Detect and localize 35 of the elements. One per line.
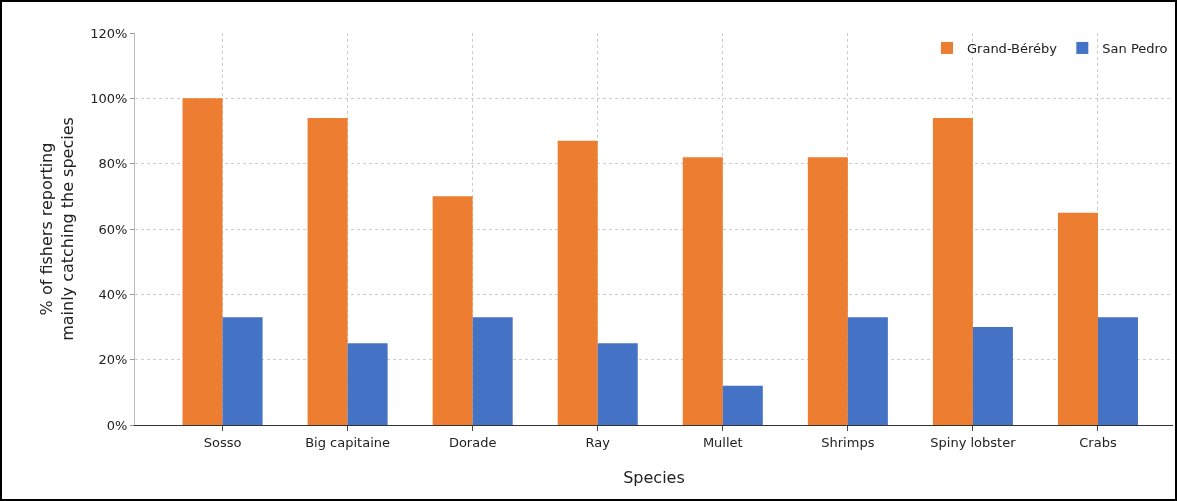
bar (972, 327, 1013, 425)
x-tick-label: Sosso (203, 434, 242, 450)
x-tick-label: Mullet (702, 434, 743, 450)
bar (182, 98, 223, 425)
x-tick-label: Big capitaine (305, 434, 391, 450)
bar (682, 157, 723, 425)
bar (307, 117, 348, 425)
bar (1097, 317, 1138, 425)
y-tick-label: 20% (98, 352, 128, 368)
y-tick-label: 0% (106, 417, 128, 433)
y-tick-label: 80% (98, 156, 128, 172)
x-tick-label: Dorade (448, 434, 497, 450)
bar (722, 385, 763, 425)
bar (597, 343, 638, 425)
bar (222, 317, 263, 425)
bar (1057, 212, 1098, 425)
bar (347, 343, 388, 425)
bar (557, 140, 598, 425)
x-tick-label: Spiny lobster (930, 434, 1017, 450)
y-tick-label: 100% (90, 90, 128, 106)
bar (847, 317, 888, 425)
y-axis-title: % of fishers reporting mainly catching the species (37, 117, 78, 341)
x-tick-label: Shrimps (821, 434, 875, 450)
legend-label: San Pedro (1102, 41, 1168, 57)
y-tick-label: 40% (98, 286, 128, 302)
x-tick-label: Crabs (1079, 434, 1117, 450)
x-tick-label: Ray (585, 434, 611, 450)
bar (932, 117, 973, 425)
x-axis-title: Species (623, 468, 685, 487)
bar (472, 317, 513, 425)
bar (807, 157, 848, 425)
bar (432, 196, 473, 425)
legend-label: Grand-Béréby (967, 41, 1058, 57)
y-tick-label: 120% (90, 25, 128, 41)
y-tick-label: 60% (98, 221, 128, 237)
